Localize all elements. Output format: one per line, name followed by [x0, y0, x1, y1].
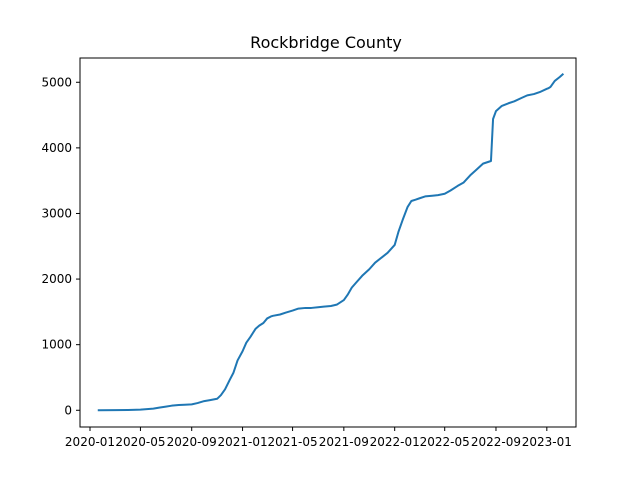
- y-tick-label: 2000: [41, 272, 72, 286]
- x-axis: 2020-01 2020-05 2020-09 2021-01 2021-05 2021-…: [65, 427, 572, 449]
- x-tick-label: 2020-01: [65, 435, 115, 449]
- x-tick-label: 2022-09: [471, 435, 521, 449]
- series-layer: [97, 72, 565, 412]
- x-tick-label: 2021-01: [217, 435, 267, 449]
- y-tick-label: 0: [64, 403, 72, 417]
- x-tick-label: 2022-05: [420, 435, 470, 449]
- y-tick-label: 4000: [41, 141, 72, 155]
- y-tick-label: 3000: [41, 206, 72, 220]
- x-tick-label: 2021-05: [268, 435, 318, 449]
- x-tick-label: 2022-01: [370, 435, 420, 449]
- x-tick-label: 2021-09: [319, 435, 369, 449]
- x-tick-label: 2020-05: [115, 435, 165, 449]
- x-tick-label: 2023-01: [522, 435, 572, 449]
- y-tick-label: 1000: [41, 338, 72, 352]
- y-tick-label: 5000: [41, 75, 72, 89]
- plot-frame: [79, 57, 577, 428]
- chart-title: Rockbridge County: [250, 33, 402, 52]
- plot-area: 2020-01 2020-05 2020-09 2021-01 2021-05 2021-…: [41, 57, 577, 449]
- y-axis: 0 1000 2000 3000 4000 5000: [41, 75, 80, 417]
- x-tick-label: 2020-09: [167, 435, 217, 449]
- series-line-0: [97, 72, 565, 412]
